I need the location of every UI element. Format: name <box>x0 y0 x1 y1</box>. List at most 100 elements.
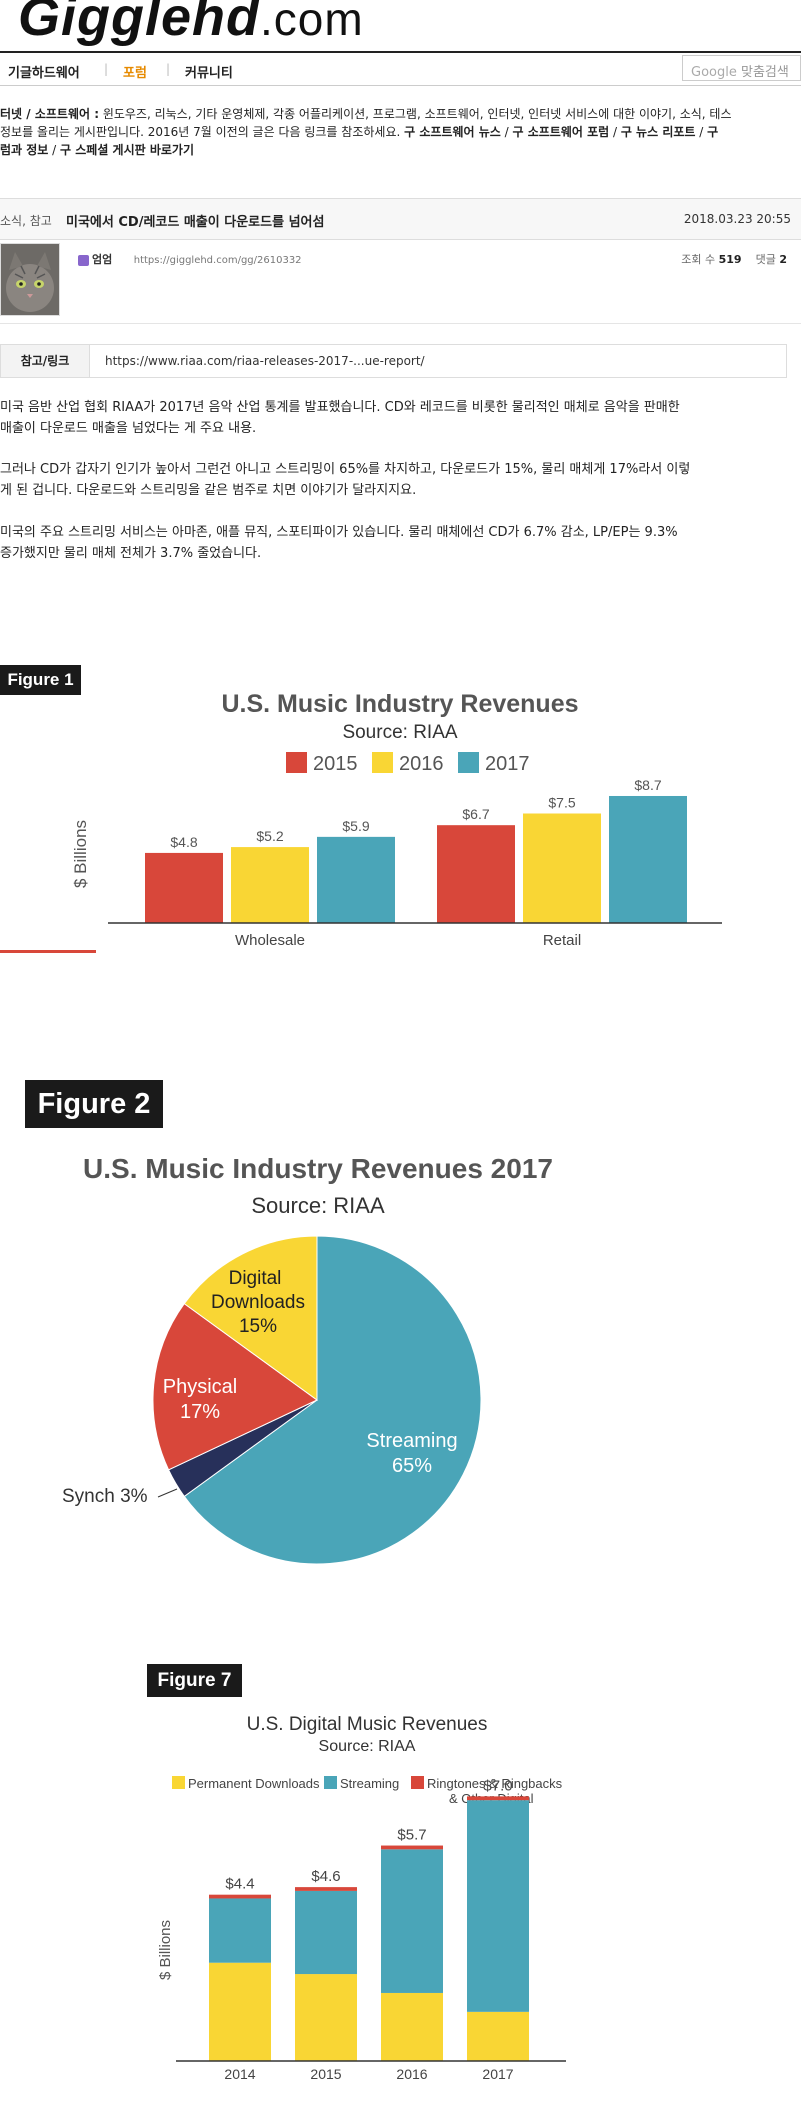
legend-label: Streaming <box>340 1776 399 1791</box>
post-header: 소식, 참고 미국에서 CD/레코드 매출이 다운로드를 넘어섬 2018.03… <box>0 198 801 240</box>
member-level-icon <box>78 254 89 266</box>
nav-separator: | <box>104 62 109 76</box>
paragraph-line: 그러나 CD가 갑자기 인기가 높아서 그런건 아니고 스트리밍이 65%를 차… <box>0 462 691 477</box>
post-short-url[interactable]: https://gigglehd.com/gg/2610332 <box>133 255 302 266</box>
pie-label-downloads-line2: Downloads <box>211 1292 305 1313</box>
board-desc-line2: 정보를 올리는 게시판입니다. 2016년 7월 이전의 글은 다음 링크를 참… <box>0 125 405 139</box>
link-old-news-report[interactable]: 구 뉴스 리포트 <box>620 125 696 139</box>
pie-label-downloads-pct: 15% <box>239 1316 277 1337</box>
bar-segment <box>209 1962 271 2061</box>
link-separator: / <box>500 125 513 139</box>
nav-item-hardware[interactable]: 기글하드웨어 <box>8 66 80 81</box>
search-placeholder: 맞춤검색 <box>740 65 789 80</box>
nav-item-forum[interactable]: 포럼 <box>123 66 147 81</box>
legend-swatch <box>286 752 307 773</box>
board-prefix: 터넷 / 소프트웨어 : <box>0 107 99 121</box>
reference-link-box: 참고/링크 https://www.riaa.com/riaa-releases… <box>0 344 787 378</box>
logo-suffix: .com <box>259 0 364 45</box>
chart-subtitle: Source: RIAA <box>319 1738 416 1755</box>
legend-label: 2017 <box>485 753 530 775</box>
legend-swatch <box>372 752 393 773</box>
legend-label: 2015 <box>313 753 358 775</box>
figure-badge: Figure 7 <box>147 1664 242 1697</box>
x-tick-label: 2014 <box>224 2066 255 2082</box>
total-label: $4.6 <box>311 1868 340 1885</box>
bar-segment <box>209 1898 271 1963</box>
bar-segment <box>209 1894 271 1899</box>
reference-label: 참고/링크 <box>1 345 90 377</box>
post-paragraph: 미국 음반 산업 협회 RIAA가 2017년 음악 산업 통계를 발표했습니다… <box>0 397 801 439</box>
board-desc-line1: 윈도우즈, 리눅스, 기타 운영체제, 각종 어플리케이션, 프로그램, 소프트… <box>99 107 732 121</box>
bar-segment <box>295 1887 357 1891</box>
data-label: $7.5 <box>548 795 575 811</box>
chart-title: U.S. Music Industry Revenues <box>221 690 578 718</box>
bar-segment <box>381 1845 443 1850</box>
x-tick-label: Retail <box>543 932 581 949</box>
y-axis-label: $ Billions <box>157 1920 174 1980</box>
pie-slice <box>152 1302 318 1471</box>
search-input[interactable]: Google 맞춤검색 <box>682 55 801 81</box>
divider <box>0 323 801 324</box>
link-old-software-news[interactable]: 구 소프트웨어 뉴스 <box>404 125 501 139</box>
site-logo[interactable]: Gigglehd.com <box>18 0 364 48</box>
bar <box>317 836 395 923</box>
data-label: $4.8 <box>170 834 197 850</box>
figure-badge: Figure 2 <box>25 1080 163 1128</box>
post-author[interactable]: 엄엄 <box>92 253 113 266</box>
avatar[interactable] <box>0 243 60 316</box>
pie-label-downloads-line1: Digital <box>229 1268 282 1289</box>
data-label: $6.7 <box>462 806 489 822</box>
nav-separator: | <box>166 62 171 76</box>
bar-segment <box>467 1800 529 2012</box>
legend-swatch <box>458 752 479 773</box>
pie-label-physical-name: Physical <box>163 1376 237 1398</box>
figure2-pie-chart: U.S. Music Industry Revenues 2017 Source… <box>62 1153 553 1565</box>
paragraph-line: 증가했지만 물리 매체 전체가 3.7% 줄었습니다. <box>0 546 262 561</box>
post-meta: 엄엄 https://gigglehd.com/gg/2610332 <box>78 251 302 267</box>
link-old-special-board[interactable]: 구 스페셜 게시판 바로가기 <box>60 143 194 157</box>
header-divider <box>0 51 801 53</box>
total-label: $7.0 <box>483 1777 512 1794</box>
bar <box>523 813 601 923</box>
link-forum-info[interactable]: 럼과 정보 <box>0 143 49 157</box>
logo-main: Gigglehd <box>18 0 260 47</box>
views-label: 조회 수 <box>681 253 716 266</box>
post-title: 미국에서 CD/레코드 매출이 다운로드를 넘어섬 <box>66 215 325 230</box>
reference-url[interactable]: https://www.riaa.com/riaa-releases-2017-… <box>105 354 425 368</box>
google-label: Google <box>691 65 737 80</box>
figure-badge: Figure 1 <box>0 665 81 695</box>
post-paragraph: 그러나 CD가 갑자기 인기가 높아서 그런건 아니고 스트리밍이 65%를 차… <box>0 459 801 501</box>
chart-subtitle: Source: RIAA <box>342 722 457 743</box>
chart-subtitle: Source: RIAA <box>251 1193 385 1218</box>
pie-label-streaming-pct: 65% <box>392 1455 432 1477</box>
comments-count: 2 <box>779 253 787 266</box>
post-paragraph: 미국의 주요 스트리밍 서비스는 아마존, 애플 뮤직, 스포티파이가 있습니다… <box>0 522 801 564</box>
bar-segment <box>295 1890 357 1975</box>
chart-title: U.S. Digital Music Revenues <box>247 1714 488 1735</box>
data-label: $8.7 <box>634 777 661 793</box>
data-label: $5.9 <box>342 818 369 834</box>
legend-swatch <box>411 1776 424 1789</box>
pie-label-physical-pct: 17% <box>180 1401 220 1423</box>
post-category[interactable]: 소식, 참고 <box>0 214 52 228</box>
figure1-bar-chart: U.S. Music Industry Revenues Source: RIA… <box>0 690 722 953</box>
post-date: 2018.03.23 20:55 <box>683 212 791 226</box>
legend-label: 2016 <box>399 753 444 775</box>
bar <box>609 795 687 923</box>
paragraph-line: 미국 음반 산업 협회 RIAA가 2017년 음악 산업 통계를 발표했습니다… <box>0 400 680 415</box>
pie-leader-line <box>157 1488 178 1498</box>
nav-item-community[interactable]: 커뮤니티 <box>185 66 233 81</box>
board-description: 터넷 / 소프트웨어 : 윈도우즈, 리눅스, 기타 운영체제, 각종 어플리케… <box>0 107 732 157</box>
legend-swatch <box>324 1776 337 1789</box>
x-tick-label: 2016 <box>396 2066 427 2082</box>
bar-segment <box>381 1992 443 2061</box>
link-separator: / <box>695 125 708 139</box>
link-old-software-forum[interactable]: 구 소프트웨어 포럼 <box>512 125 610 139</box>
bar <box>437 825 515 923</box>
cropped-banner-strip <box>0 950 96 953</box>
legend-label: Permanent Downloads <box>188 1776 320 1791</box>
figure7-stacked-bar-chart: U.S. Digital Music Revenues Source: RIAA… <box>157 1714 566 2082</box>
bar-segment <box>295 1974 357 2061</box>
bar-segment <box>467 2011 529 2061</box>
data-label: $5.2 <box>256 828 283 844</box>
